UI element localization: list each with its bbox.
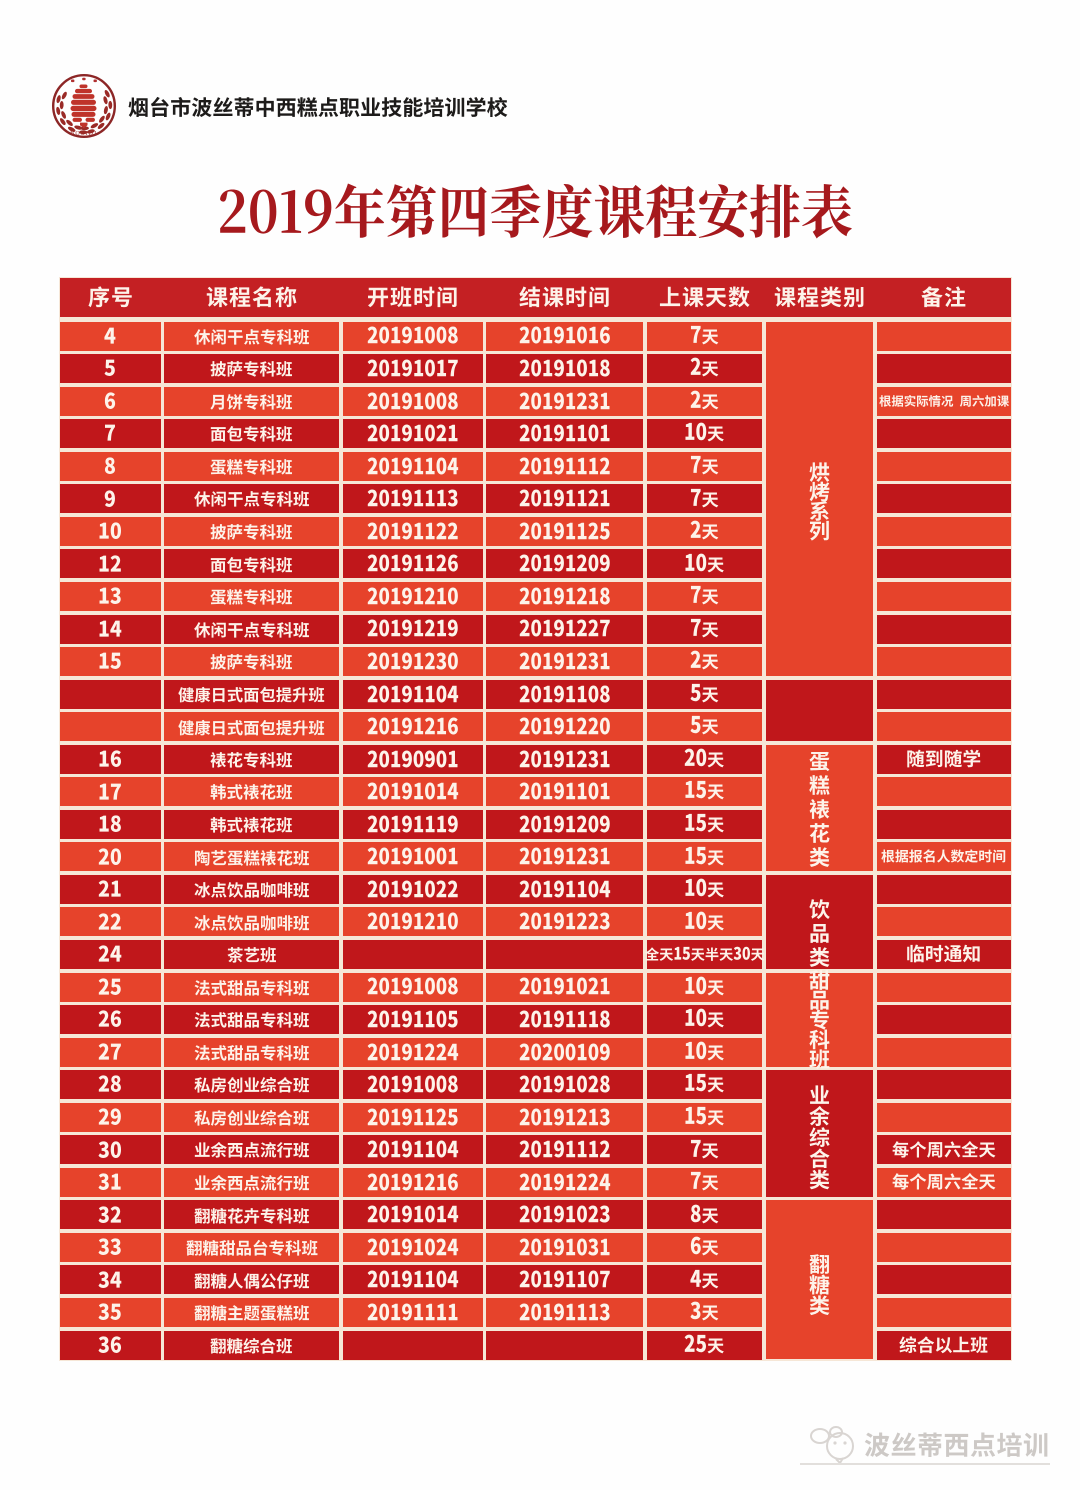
svg-text:BOSIDI: BOSIDI	[70, 131, 97, 137]
